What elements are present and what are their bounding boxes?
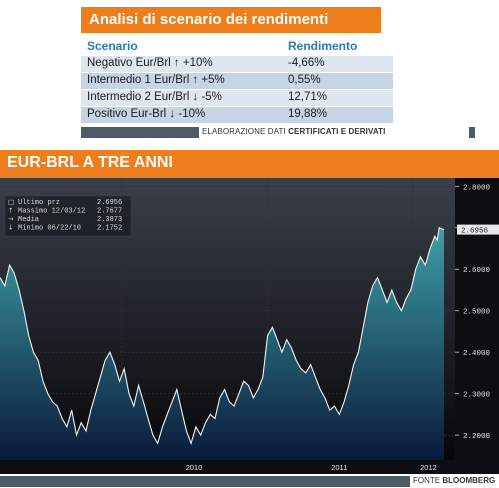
legend: □ Ultimo prz 2.6956 ↑ Massimo 12/03/12 2.7677…	[4, 195, 132, 237]
table-row: Intermedio 1 Eur/Brl ↑ +5% 0,55%	[81, 72, 393, 89]
row-yield: -4,66%	[288, 57, 325, 69]
price-area	[0, 227, 444, 460]
x-tick-label: 2011	[331, 463, 347, 472]
legend-glyph-icon: □	[8, 198, 14, 206]
chart-title: EUR-BRL A TRE ANNI	[7, 154, 173, 171]
x-tick-label: 2010	[186, 463, 203, 472]
y-tick-label: 2.4000	[463, 350, 491, 358]
chart-svg: 2.20002.30002.40002.50002.60002.70002.80…	[0, 178, 499, 474]
row-scenario: Intermedio 1 Eur/Brl ↑ +5%	[87, 74, 225, 86]
table-row: Negativo Eur/Brl ↑ +10% -4,66%	[81, 55, 393, 72]
source-text: FONTE BLOOMBERG	[413, 476, 495, 485]
row-yield: 19,88%	[288, 108, 328, 120]
legend-label: Minimo 06/22/10	[18, 225, 81, 233]
legend-value: 2.3873	[97, 216, 122, 224]
legend-glyph-icon: ↓	[8, 224, 13, 232]
last-price-label: 2.6956	[461, 228, 489, 236]
credit-prefix: ELABORAZIONE DATI	[202, 127, 289, 136]
table-body: Negativo Eur/Brl ↑ +10% -4,66% Intermedi…	[81, 55, 393, 123]
legend-value: 2.6956	[97, 199, 122, 207]
last-price-box	[457, 224, 499, 235]
table-row: Intermedio 2 Eur/Brl ↓ -5% 12,71%	[81, 89, 393, 106]
chart: 2.20002.30002.40002.50002.60002.70002.80…	[0, 178, 499, 474]
last-price-marker: 2.6956	[457, 224, 499, 236]
legend-glyph-icon: →	[8, 215, 14, 223]
credit-bar	[81, 127, 199, 138]
table-header: Scenario Rendimento Lordo	[81, 38, 393, 67]
row-scenario: Intermedio 2 Eur/Brl ↓ -5%	[87, 91, 222, 103]
row-yield: 0,55%	[288, 74, 321, 86]
legend-label: Massimo 12/03/12	[18, 208, 85, 216]
y-axis-panel	[455, 178, 499, 460]
source-prefix: FONTE	[413, 476, 443, 485]
x-tick-label: 2012	[420, 463, 437, 472]
legend-label: Media	[18, 216, 39, 224]
chart-title-bar: EUR-BRL A TRE ANNI	[0, 150, 499, 178]
header-scenario: Scenario	[87, 39, 138, 53]
row-scenario: Positivo Eur-Brl ↓ -10%	[87, 108, 206, 120]
y-tick-label: 2.6000	[463, 267, 491, 275]
source-bar	[0, 476, 410, 487]
row-scenario: Negativo Eur/Brl ↑ +10%	[87, 57, 213, 69]
legend-value: 2.7677	[97, 208, 122, 216]
legend-label: Ultimo prz	[18, 199, 60, 207]
table-row: Positivo Eur-Brl ↓ -10% 19,88%	[81, 106, 393, 123]
price-line	[0, 227, 445, 446]
table-credit: ELABORAZIONE DATI CERTIFICATI E DERIVATI	[81, 126, 475, 138]
legend-value: 2.1752	[97, 225, 122, 233]
source-bold: BLOOMBERG	[442, 476, 496, 485]
credit-bold: CERTIFICATI E DERIVATI	[288, 127, 386, 136]
legend-box	[4, 195, 132, 237]
y-tick-label: 2.5000	[463, 309, 491, 317]
y-tick-label: 2.3000	[463, 392, 491, 400]
y-tick-label: 2.2000	[463, 433, 491, 441]
legend-glyph-icon: ↑	[8, 207, 13, 215]
credit-text: ELABORAZIONE DATI CERTIFICATI E DERIVATI	[202, 127, 385, 136]
x-ticks: 2010 2011 2012	[186, 463, 437, 472]
y-tick-label: 2.8000	[463, 184, 491, 192]
table-title: Analisi di scenario dei rendimenti	[81, 7, 381, 33]
source-credit: FONTE BLOOMBERG	[0, 475, 499, 488]
row-yield: 12,71%	[288, 91, 328, 103]
x-axis-panel	[0, 460, 499, 474]
credit-bar-right	[469, 127, 475, 138]
